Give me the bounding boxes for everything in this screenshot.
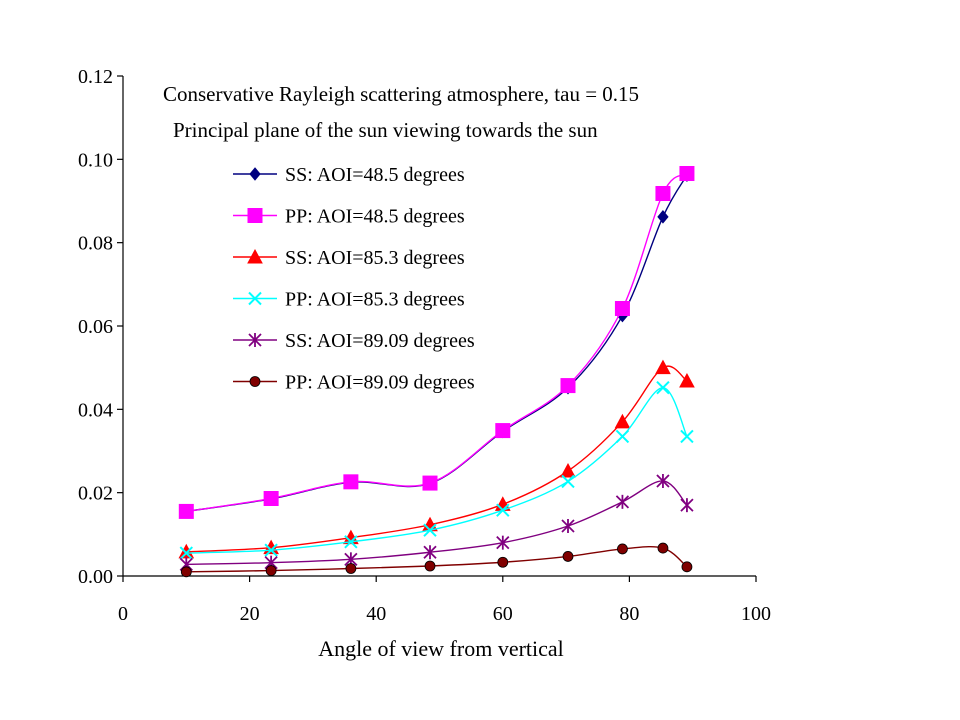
y-tick-label: 0.10	[78, 149, 113, 171]
legend-item: SS: AOI=89.09 degrees	[233, 330, 475, 352]
series-line	[186, 480, 688, 566]
data-point	[681, 561, 693, 573]
data-point	[679, 372, 695, 388]
legend-item: SS: AOI=48.5 degrees	[233, 164, 465, 186]
series-5	[179, 474, 694, 572]
legend-label: PP: AOI=85.3 degrees	[285, 289, 465, 311]
x-tick-label: 0	[118, 603, 128, 625]
legend-marker	[249, 167, 261, 181]
x-tick-label: 60	[493, 603, 513, 625]
legend-marker	[249, 376, 261, 387]
legend-item: PP: AOI=89.09 degrees	[233, 372, 475, 394]
legend-marker	[248, 291, 262, 306]
series-6	[180, 542, 693, 578]
data-point	[680, 498, 694, 513]
data-point	[496, 503, 510, 517]
data-point	[265, 565, 277, 576]
data-point	[180, 566, 192, 578]
data-point	[615, 429, 630, 444]
data-point	[679, 166, 695, 181]
chart-subtitle: Principal plane of the sun viewing towar…	[173, 118, 598, 142]
data-point	[497, 556, 509, 568]
data-point	[615, 494, 630, 509]
data-point	[561, 474, 575, 489]
data-point	[561, 519, 575, 533]
legend-item: PP: AOI=85.3 degrees	[233, 289, 465, 311]
data-point	[263, 491, 279, 506]
data-point	[657, 210, 669, 224]
series-layer	[178, 166, 695, 578]
legend-label: SS: AOI=89.09 degrees	[285, 330, 475, 352]
legend-label: SS: AOI=48.5 degrees	[285, 164, 465, 186]
y-tick-label: 0.12	[78, 66, 113, 88]
legend: SS: AOI=48.5 degrees PP: AOI=48.5 degrees…	[233, 164, 475, 394]
y-tick-label: 0.04	[78, 399, 113, 421]
data-point	[423, 523, 437, 537]
data-point	[560, 378, 576, 394]
data-point	[344, 535, 358, 549]
data-point	[179, 546, 194, 560]
data-point	[614, 301, 630, 316]
series-2	[178, 166, 695, 519]
y-tick-label: 0.08	[78, 233, 113, 255]
data-point	[560, 462, 576, 478]
data-point	[680, 429, 694, 444]
legend-item: SS: AOI=85.3 degrees	[233, 247, 465, 269]
data-point	[423, 545, 437, 560]
legend-marker	[247, 248, 263, 264]
y-tick-label: 0.02	[78, 483, 113, 505]
data-point	[656, 380, 670, 395]
data-point	[496, 535, 510, 550]
data-point	[345, 563, 357, 574]
data-point	[614, 413, 631, 429]
y-tick-label: 0.00	[78, 566, 113, 588]
series-line	[186, 365, 688, 553]
data-point	[617, 543, 628, 555]
x-tick-label: 80	[619, 603, 639, 625]
chart-title: Conservative Rayleigh scattering atmosph…	[163, 82, 639, 106]
data-point	[495, 423, 511, 439]
data-point	[178, 503, 194, 519]
legend-label: SS: AOI=85.3 degrees	[285, 247, 465, 269]
data-point	[264, 543, 278, 557]
legend-label: PP: AOI=89.09 degrees	[285, 372, 475, 394]
x-axis-title: Angle of view from vertical	[318, 636, 564, 661]
legend-item: PP: AOI=48.5 degrees	[233, 206, 465, 228]
x-tick-label: 40	[366, 603, 386, 625]
legend-label: PP: AOI=48.5 degrees	[285, 206, 465, 228]
x-tick-label: 20	[240, 603, 260, 625]
data-point	[562, 551, 574, 562]
data-point	[343, 474, 359, 490]
series-line	[186, 545, 688, 573]
data-point	[655, 186, 671, 201]
data-point	[422, 475, 438, 491]
data-point	[657, 542, 669, 554]
legend-marker	[247, 208, 263, 223]
legend-marker	[248, 333, 262, 347]
series-line	[186, 386, 688, 554]
data-point	[424, 560, 436, 572]
y-tick-label: 0.06	[78, 316, 113, 338]
data-point	[655, 359, 671, 375]
x-tick-label: 100	[741, 603, 771, 625]
data-point	[656, 474, 670, 488]
axes: 0.00 0.02 0.04 0.06 0.08 0.10 0.12 0 20 40 60 80 100	[78, 66, 771, 625]
series-4	[179, 380, 694, 560]
